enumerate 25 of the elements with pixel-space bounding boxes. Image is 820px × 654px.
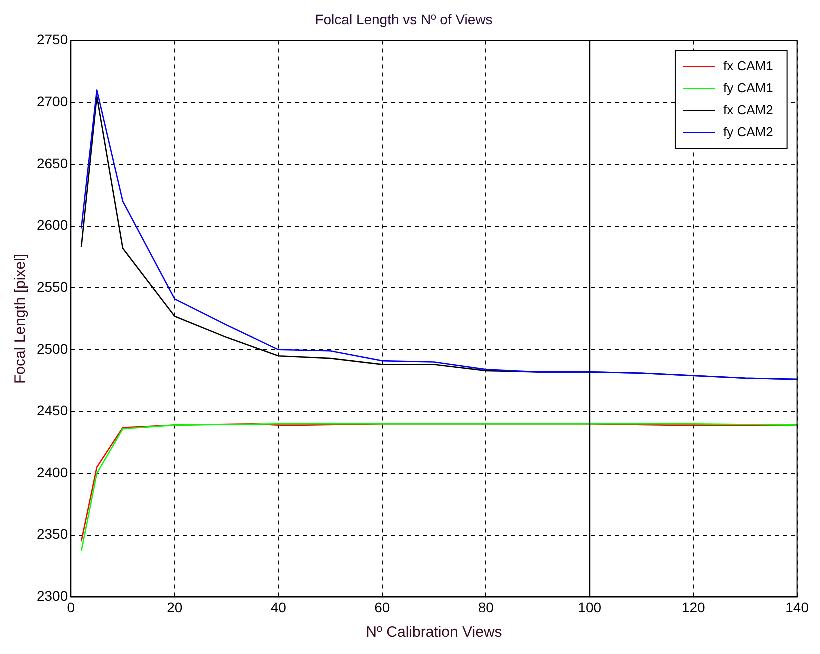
- y-tick-label: 2600: [36, 217, 68, 234]
- y-tick-label: 2650: [36, 155, 68, 172]
- x-tick-label: 20: [167, 599, 183, 616]
- x-tick-label: 100: [578, 599, 602, 616]
- y-tick-label: 2450: [36, 402, 68, 419]
- y-axis-title: Focal Length [pixel]: [12, 254, 30, 384]
- legend-label: fx CAM1: [723, 58, 774, 74]
- x-tick-label: 120: [682, 599, 706, 616]
- x-tick-label: 60: [374, 599, 390, 616]
- chart-title: Folcal Length vs Nº of Views: [315, 11, 493, 28]
- y-tick-label: 2700: [36, 93, 68, 110]
- legend-label: fx CAM2: [723, 102, 774, 118]
- legend-label: fy CAM2: [723, 124, 774, 140]
- y-tick-label: 2350: [36, 526, 68, 542]
- x-tick-label: 0: [67, 599, 76, 616]
- legend-label: fy CAM1: [723, 80, 774, 96]
- y-tick-label: 2750: [36, 32, 68, 48]
- y-tick-label: 2550: [36, 278, 68, 295]
- x-tick-label: 80: [478, 599, 494, 616]
- x-axis-title: Nº Calibration Views: [366, 624, 502, 642]
- y-tick-label: 2400: [36, 464, 68, 480]
- y-tick-label: 2300: [36, 588, 68, 604]
- x-tick-label: 40: [270, 599, 287, 616]
- y-tick-label: 2500: [36, 340, 68, 357]
- x-tick-label: 140: [786, 599, 810, 616]
